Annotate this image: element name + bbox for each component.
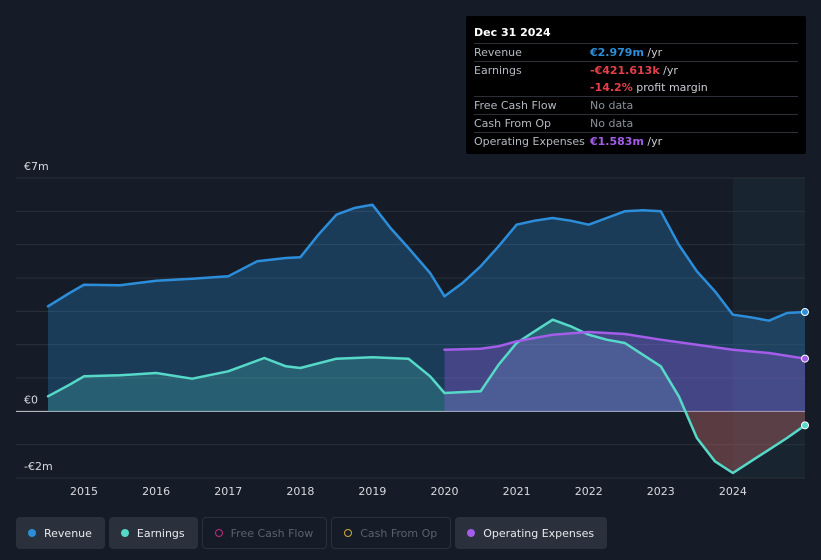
legend-dot-icon xyxy=(28,529,36,537)
forecast-region xyxy=(732,178,805,478)
tooltip-value: -14.2% xyxy=(590,81,633,94)
tooltip-unit: /yr xyxy=(643,46,663,59)
x-tick-label: 2020 xyxy=(431,485,459,498)
legend-item-revenue[interactable]: Revenue xyxy=(16,517,105,549)
tooltip-value: €2.979m xyxy=(590,46,644,59)
operating-expenses-area xyxy=(444,332,805,412)
legend-label: Cash From Op xyxy=(360,526,438,540)
earnings-negative-area xyxy=(685,411,805,473)
x-tick-label: 2021 xyxy=(503,485,531,498)
legend-dot-icon xyxy=(120,529,129,537)
legend-label: Revenue xyxy=(44,526,92,540)
revenue-area xyxy=(48,204,805,412)
legend-dot-icon xyxy=(344,529,353,537)
tooltip-value: -€421.613k xyxy=(590,64,660,77)
legend-dot-icon xyxy=(467,529,476,537)
legend-item-free-cash-flow[interactable]: Free Cash Flow xyxy=(201,517,328,549)
x-tick-label: 2022 xyxy=(575,485,603,498)
tooltip-unit: /yr xyxy=(643,135,663,148)
tooltip-label: Earnings xyxy=(474,64,522,77)
legend-label: Earnings xyxy=(136,526,185,540)
operating-expenses-line xyxy=(443,330,807,360)
legend-label: Free Cash Flow xyxy=(230,526,314,540)
tooltip-row-earnings: Earnings -€421.613k /yr xyxy=(474,61,798,79)
y-tick-label: €7m xyxy=(24,160,49,173)
tooltip-value: No data xyxy=(590,99,634,112)
x-tick-label: 2024 xyxy=(719,485,747,498)
tooltip-value: No data xyxy=(590,117,634,130)
x-tick-label: 2018 xyxy=(286,485,314,498)
y-tick-label: €0 xyxy=(24,393,38,406)
tooltip-unit: /yr xyxy=(659,64,678,77)
tooltip-row-operating-expenses: Operating Expenses €1.583m /yr xyxy=(474,132,798,150)
tooltip-panel: Dec 31 2024 Revenue €2.979m /yr Earnings -€… xyxy=(466,16,806,154)
legend-item-cash-from-op[interactable]: Cash From Op xyxy=(331,517,452,549)
tooltip-row-revenue: Revenue €2.979m /yr xyxy=(474,43,798,61)
y-tick-label: -€2m xyxy=(24,460,53,473)
tooltip-unit: profit margin xyxy=(632,81,708,94)
tooltip-value: €1.583m xyxy=(590,135,644,148)
legend-dot-icon xyxy=(214,529,223,537)
tooltip-row-free-cash-flow: Free Cash Flow No data xyxy=(474,96,798,114)
tooltip-row-profit-margin: -14.2% profit margin xyxy=(474,79,798,96)
tooltip-row-cash-from-op: Cash From Op No data xyxy=(474,114,798,132)
revenue-line xyxy=(46,203,807,322)
tooltip-label: Operating Expenses xyxy=(474,135,585,148)
legend-item-earnings[interactable]: Earnings xyxy=(108,517,198,549)
earnings-line xyxy=(46,318,807,475)
tooltip-label: Cash From Op xyxy=(474,117,552,130)
earnings-end-point[interactable] xyxy=(801,421,809,430)
x-tick-label: 2023 xyxy=(647,485,675,498)
x-tick-label: 2016 xyxy=(142,485,170,498)
legend-label: Operating Expenses xyxy=(483,526,595,540)
x-tick-label: 2017 xyxy=(214,485,242,498)
earnings-area xyxy=(48,319,805,473)
tooltip-date: Dec 31 2024 xyxy=(474,26,551,39)
operating-expenses-end-point[interactable] xyxy=(801,354,809,363)
chart-legend: Revenue Earnings Free Cash Flow Cash From O… xyxy=(16,517,608,549)
tooltip-label: Free Cash Flow xyxy=(474,99,557,112)
x-tick-label: 2019 xyxy=(358,485,386,498)
revenue-end-point[interactable] xyxy=(801,308,809,317)
x-tick-label: 2015 xyxy=(70,485,98,498)
tooltip-label xyxy=(474,79,590,96)
tooltip-label: Revenue xyxy=(474,46,522,59)
legend-item-operating-expenses[interactable]: Operating Expenses xyxy=(455,517,608,549)
